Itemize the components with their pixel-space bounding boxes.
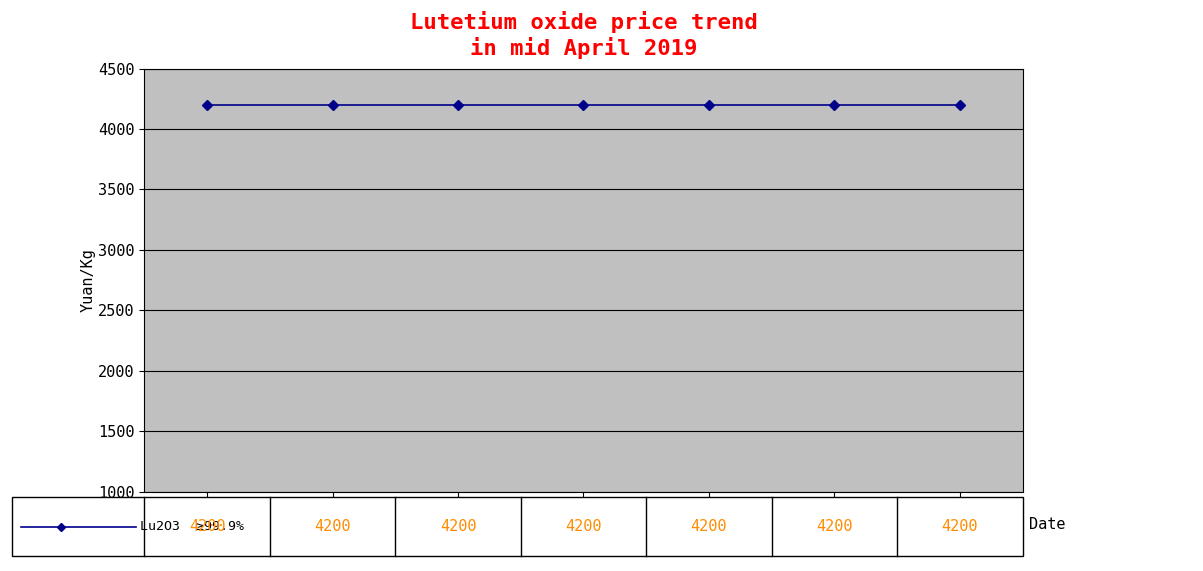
Text: Date: Date [1030,517,1066,532]
Text: 4200: 4200 [314,519,351,534]
Text: Lu2O3  ≥99.9%: Lu2O3 ≥99.9% [140,520,244,533]
Text: 4200: 4200 [816,519,853,534]
Text: 4200: 4200 [691,519,727,534]
Text: 4200: 4200 [189,519,225,534]
Y-axis label: Yuan/Kg: Yuan/Kg [81,248,95,312]
Bar [12,497,1023,556]
Title: Lutetium oxide price trend
in mid April 2019: Lutetium oxide price trend in mid April … [409,11,758,59]
Text: 4200: 4200 [565,519,602,534]
Text: 4200: 4200 [440,519,476,534]
Text: 4200: 4200 [942,519,978,534]
